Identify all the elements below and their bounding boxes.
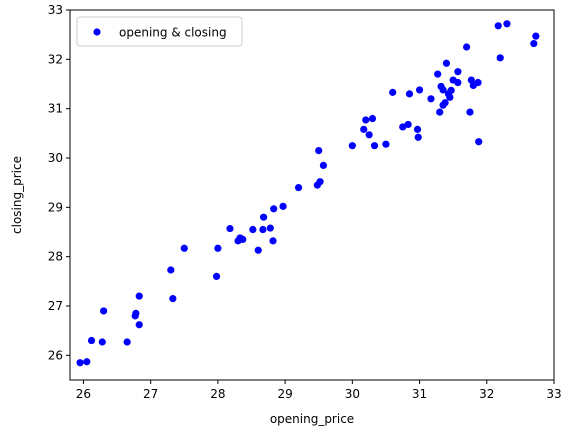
legend-marker xyxy=(93,28,101,36)
data-point xyxy=(365,131,373,139)
data-point xyxy=(360,125,368,133)
data-point xyxy=(279,202,287,210)
data-point xyxy=(454,78,462,87)
data-point xyxy=(254,246,262,254)
data-point xyxy=(249,225,257,234)
data-point xyxy=(319,161,328,169)
data-point xyxy=(266,224,274,232)
data-point xyxy=(294,184,303,192)
data-point xyxy=(475,138,483,146)
data-point xyxy=(389,88,397,96)
y-tick-label: 33 xyxy=(48,3,63,17)
x-tick-label: 26 xyxy=(76,387,91,401)
data-point xyxy=(436,108,444,116)
data-point xyxy=(474,78,482,87)
x-tick-label: 28 xyxy=(210,387,225,401)
data-point xyxy=(467,76,475,84)
data-point xyxy=(167,266,175,274)
data-point xyxy=(442,59,451,67)
data-point xyxy=(83,358,91,366)
data-point xyxy=(239,235,247,243)
data-point xyxy=(494,22,502,30)
x-tick-label: 32 xyxy=(479,387,494,401)
data-point xyxy=(214,244,222,252)
data-point xyxy=(98,338,106,346)
x-tick-label: 31 xyxy=(412,387,427,401)
data-point xyxy=(415,86,424,94)
data-point xyxy=(405,90,414,98)
data-point xyxy=(135,321,143,329)
x-tick-label: 33 xyxy=(546,387,561,401)
x-tick-label: 27 xyxy=(143,387,158,401)
x-axis-label: opening_price xyxy=(270,412,354,426)
plot-frame xyxy=(69,9,555,381)
y-axis-label: closing_price xyxy=(10,156,24,234)
y-tick-label: 29 xyxy=(48,200,63,214)
data-point xyxy=(370,142,379,150)
data-point xyxy=(87,336,96,345)
data-point xyxy=(414,133,422,141)
data-point xyxy=(503,20,511,28)
data-point xyxy=(466,108,474,116)
data-point xyxy=(76,359,84,367)
data-point xyxy=(100,307,108,315)
x-tick-label: 30 xyxy=(345,387,360,401)
data-point xyxy=(530,39,538,48)
data-point xyxy=(212,272,221,280)
data-point xyxy=(413,125,422,133)
data-point xyxy=(441,99,449,107)
data-point xyxy=(496,54,504,62)
y-tick-label: 28 xyxy=(48,250,63,264)
data-point xyxy=(226,224,234,233)
data-point xyxy=(399,123,407,131)
y-tick-label: 31 xyxy=(48,102,63,116)
data-point xyxy=(427,95,435,103)
data-point xyxy=(362,116,370,124)
data-point xyxy=(269,237,277,245)
legend: opening & closing xyxy=(76,16,243,47)
y-tick-label: 32 xyxy=(48,52,63,66)
data-point xyxy=(169,295,177,303)
data-point xyxy=(180,244,188,252)
data-point xyxy=(132,309,140,317)
points-layer xyxy=(76,20,540,367)
data-point xyxy=(259,225,267,234)
data-point xyxy=(446,93,454,101)
data-point xyxy=(123,338,131,346)
legend-label: opening & closing xyxy=(119,26,227,40)
data-point xyxy=(532,32,540,40)
data-point xyxy=(382,140,390,148)
data-point xyxy=(454,68,462,76)
x-axis-ticks: 26 27 28 29 30 31 32 33 xyxy=(76,380,562,401)
data-point xyxy=(260,213,268,221)
y-tick-label: 27 xyxy=(48,299,63,313)
data-point xyxy=(463,43,471,51)
data-point xyxy=(368,114,377,123)
data-point xyxy=(135,292,143,300)
x-tick-label: 29 xyxy=(277,387,292,401)
data-point xyxy=(348,142,356,150)
y-tick-label: 30 xyxy=(48,151,63,165)
y-tick-label: 26 xyxy=(48,348,63,362)
data-point xyxy=(439,86,447,94)
y-axis-ticks: 26 27 28 29 30 31 32 33 xyxy=(48,3,70,362)
data-point xyxy=(270,205,278,213)
data-point xyxy=(434,70,442,78)
data-point xyxy=(447,86,455,95)
data-point xyxy=(316,178,324,186)
data-point xyxy=(315,147,323,155)
legend-box xyxy=(76,16,243,47)
data-point xyxy=(404,120,412,129)
